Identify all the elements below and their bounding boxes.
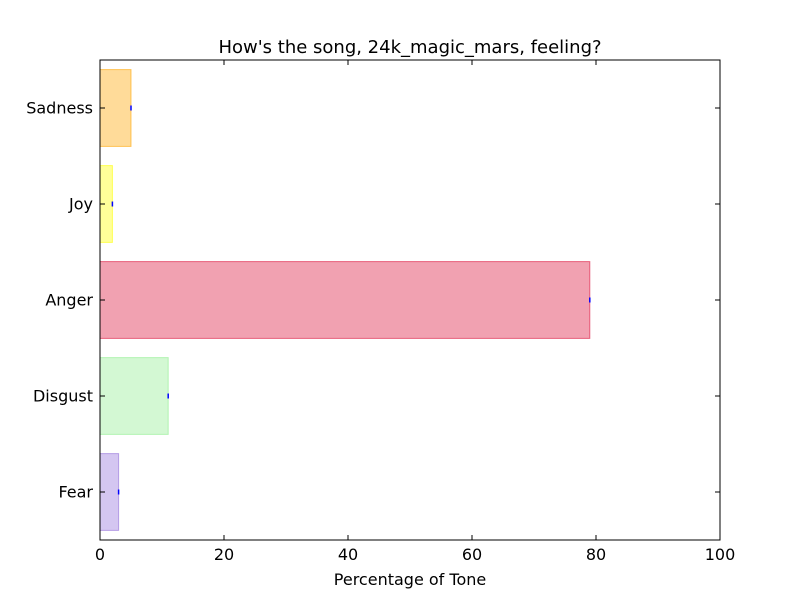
x-tick-label-40: 40	[338, 545, 358, 564]
y-tick-label-joy: Joy	[68, 195, 93, 214]
x-tick-label-100: 100	[705, 545, 736, 564]
bar-anger	[99, 261, 591, 339]
y-tick-label-disgust: Disgust	[33, 387, 93, 406]
value-markers-group	[111, 105, 591, 495]
y-tick-label-sadness: Sadness	[26, 99, 93, 118]
x-tick-label-60: 60	[462, 545, 482, 564]
x-axis-ticks: 0 20 40 60 80 100	[95, 60, 735, 564]
chart-title: How's the song, 24k_magic_mars, feeling?	[218, 37, 601, 58]
x-tick-label-80: 80	[586, 545, 606, 564]
bar-sadness	[99, 69, 132, 147]
bars-group	[99, 69, 591, 531]
x-axis-label: Percentage of Tone	[334, 570, 486, 589]
bar-disgust	[99, 357, 169, 435]
x-tick-label-0: 0	[95, 545, 105, 564]
y-tick-label-fear: Fear	[58, 483, 93, 502]
y-axis-ticks: Fear Disgust Anger Joy Sadness	[26, 99, 720, 502]
y-tick-label-anger: Anger	[45, 291, 93, 310]
x-tick-label-20: 20	[214, 545, 234, 564]
